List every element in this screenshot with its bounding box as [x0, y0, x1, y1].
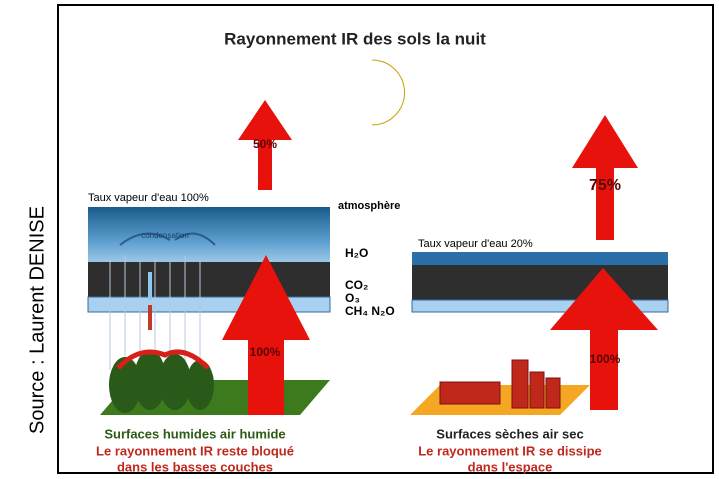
- left-top-percent: 50%: [253, 137, 277, 151]
- moon: [371, 59, 405, 126]
- h2o-layer: [88, 207, 330, 262]
- buildings: [439, 359, 561, 409]
- right-effect-2: dans l'espace: [468, 459, 553, 474]
- source: Source : Laurent DENISE: [26, 206, 48, 434]
- co2-layer: [88, 262, 330, 297]
- right-ground-arrow: [550, 268, 658, 410]
- co2-label: CO₂: [345, 278, 368, 292]
- tree-heat: [116, 349, 210, 370]
- right-top-arrow: [572, 115, 638, 240]
- title: Rayonnement IR des sols la nuit: [224, 29, 486, 48]
- left-humidity: Taux vapeur d'eau 100%: [88, 192, 209, 204]
- condensation-arrows: [119, 232, 216, 246]
- right-top-percent: 75%: [589, 177, 621, 194]
- right-caption: Surfaces sèches air sec: [436, 426, 583, 441]
- frame: [57, 4, 714, 474]
- right-co2-layer: [412, 265, 668, 300]
- right-humidity: Taux vapeur d'eau 20%: [418, 238, 533, 250]
- o3-label: O₃: [345, 291, 360, 305]
- left-effect-2: dans les basses couches: [117, 459, 273, 474]
- other-gases-label: CH₄ N₂O: [345, 304, 395, 318]
- atmosphere-label: atmosphère: [338, 200, 400, 212]
- trees: [109, 350, 214, 413]
- left-caption: Surfaces humides air humide: [104, 426, 285, 441]
- left-ground-arrow: [222, 255, 310, 415]
- right-ground-percent: 100%: [590, 352, 621, 366]
- condensation-label: condensation: [141, 231, 189, 240]
- left-ground-percent: 100%: [250, 345, 281, 359]
- right-effect-1: Le rayonnement IR se dissipe: [418, 443, 602, 458]
- left-top-arrow: [238, 100, 292, 190]
- left-effect-1: Le rayonnement IR reste bloqué: [96, 443, 294, 458]
- h2o-label: H₂O: [345, 246, 368, 260]
- right-h2o-layer: [412, 252, 668, 265]
